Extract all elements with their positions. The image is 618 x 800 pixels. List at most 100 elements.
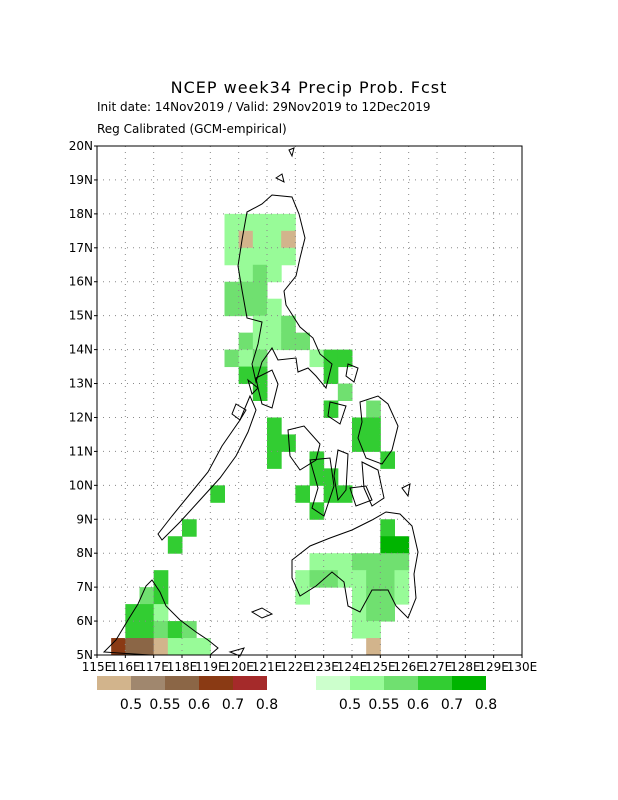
- lat-label: 20N: [69, 139, 93, 153]
- prob-cell: [182, 519, 197, 537]
- prob-cell: [380, 451, 395, 469]
- lon-label: 121E: [252, 660, 283, 674]
- prob-cell: [337, 570, 353, 588]
- prob-cell: [139, 638, 155, 656]
- lat-label: 9N: [76, 512, 93, 526]
- prob-cell: [309, 451, 325, 469]
- prob-cell: [252, 230, 268, 249]
- map-title: NCEP week34 Precip Prob. Fcst: [170, 78, 448, 97]
- prob-cell: [352, 587, 367, 605]
- legend-dry-swatch: [165, 676, 199, 690]
- prob-cell: [295, 332, 310, 351]
- prob-cell: [323, 468, 339, 486]
- prob-cell: [309, 349, 325, 368]
- prob-cell: [238, 281, 254, 300]
- prob-cell: [366, 434, 381, 452]
- prob-cell: [210, 485, 225, 503]
- lon-label: 120E: [223, 660, 254, 674]
- coastline-sulu-2: [228, 647, 245, 657]
- prob-cell: [352, 604, 367, 622]
- prob-cell: [366, 638, 381, 656]
- prob-cell: [238, 349, 254, 368]
- prob-cell: [366, 621, 381, 639]
- prob-cell: [224, 247, 240, 266]
- prob-cell: [167, 621, 183, 639]
- coastline-panay: [287, 425, 321, 471]
- prob-cell: [125, 638, 140, 656]
- lon-label: 118E: [167, 660, 198, 674]
- lon-label: 127E: [422, 660, 453, 674]
- prob-cell: [224, 213, 240, 232]
- coastline-borneo: [102, 579, 219, 656]
- prob-cell: [125, 621, 140, 639]
- lat-label: 16N: [69, 275, 93, 289]
- prob-cell: [366, 570, 381, 588]
- lon-label: 126E: [393, 660, 424, 674]
- prob-cell: [323, 349, 339, 368]
- prob-cell: [238, 332, 254, 351]
- legend-wet-label: 0.8: [475, 697, 497, 713]
- lat-label: 6N: [76, 614, 93, 628]
- prob-cell: [281, 315, 296, 334]
- legend-wet-swatch: [350, 676, 384, 690]
- lat-label: 10N: [69, 478, 93, 492]
- coastline-negros: [309, 457, 335, 517]
- legend-wet-swatch: [418, 676, 452, 690]
- prob-cell: [182, 621, 197, 639]
- map-frame: [96, 145, 523, 656]
- prob-cell: [252, 264, 268, 283]
- legend-dry-label: 0.8: [256, 697, 278, 713]
- prob-cell: [366, 417, 381, 435]
- prob-cell: [238, 230, 254, 249]
- prob-cell: [267, 434, 282, 452]
- legend-wet-label: 0.6: [407, 697, 429, 713]
- map-gridlines: [97, 146, 522, 655]
- coastline-palawan: [157, 394, 257, 541]
- prob-cell: [394, 587, 410, 605]
- prob-cell: [182, 638, 197, 656]
- lon-label: 122E: [280, 660, 311, 674]
- calibration-line: Reg Calibrated (GCM-empirical): [97, 122, 287, 136]
- coastline-lubang: [247, 378, 259, 395]
- prob-cell: [352, 553, 367, 571]
- lat-label: 7N: [76, 580, 93, 594]
- prob-cell: [323, 366, 339, 385]
- prob-cell: [139, 604, 155, 622]
- legend-dry-label: 0.5: [120, 697, 142, 713]
- prob-cell: [267, 230, 282, 249]
- prob-cell: [380, 553, 395, 571]
- prob-cell: [394, 536, 410, 554]
- coastline-bohol: [349, 485, 373, 507]
- legend-wet-label: 0.55: [368, 697, 399, 713]
- prob-cell: [267, 332, 282, 351]
- lon-label: 130E: [507, 660, 538, 674]
- legend-wet-swatch: [316, 676, 350, 690]
- lon-label: 119E: [195, 660, 226, 674]
- prob-cell: [352, 570, 367, 588]
- prob-cell: [252, 349, 268, 368]
- prob-cell: [337, 349, 353, 368]
- prob-cell: [295, 570, 310, 588]
- prob-cell: [394, 570, 410, 588]
- legend-wet-label: 0.7: [441, 697, 463, 713]
- coastline-batanes: [288, 147, 295, 158]
- prob-cell: [224, 281, 240, 300]
- lon-label: 129E: [478, 660, 509, 674]
- lat-label: 19N: [69, 173, 93, 187]
- prob-cell: [394, 553, 410, 571]
- prob-cell: [252, 383, 268, 401]
- prob-cell: [309, 553, 325, 571]
- legend-wet-swatch: [452, 676, 486, 690]
- prob-cell: [252, 298, 268, 317]
- probability-cells: [111, 213, 410, 656]
- lon-label: 117E: [138, 660, 169, 674]
- prob-cell: [238, 213, 254, 232]
- prob-cell: [139, 621, 155, 639]
- prob-cell: [337, 553, 353, 571]
- prob-cell: [323, 400, 339, 418]
- prob-cell: [252, 247, 268, 266]
- lat-label: 12N: [69, 410, 93, 424]
- lon-label: 115E: [82, 660, 113, 674]
- prob-cell: [153, 638, 169, 656]
